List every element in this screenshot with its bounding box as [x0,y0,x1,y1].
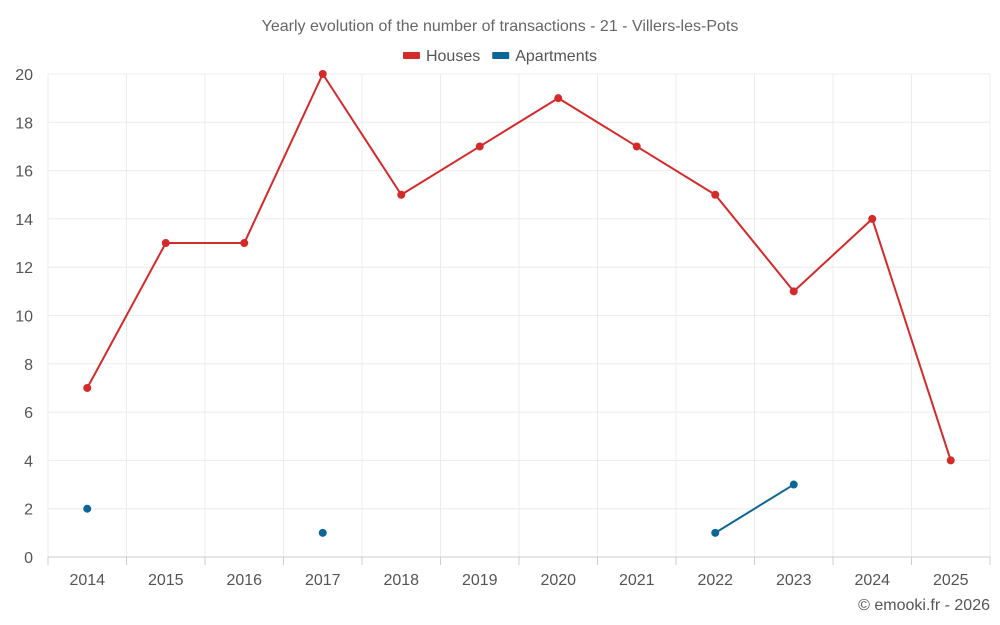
y-tick-label: 16 [15,164,33,181]
x-tick-label: 2014 [69,572,105,589]
x-tick-label: 2020 [540,572,576,589]
houses-point[interactable] [711,190,720,199]
axes: 0 2 4 6 8 10 12 14 16 18 20 2014 2015 2016 2017 2018 201… [15,67,991,589]
credit-text: © emooki.fr - 2026 [858,597,990,614]
series-apartments [83,480,798,537]
x-tick-label: 2024 [854,572,890,589]
y-tick-label: 6 [24,405,33,422]
series-layer [83,70,955,537]
legend-item-apartments[interactable]: Apartments [492,48,597,65]
y-tick-label: 14 [15,212,33,229]
y-tick-label: 0 [24,550,33,567]
legend-swatch [402,52,420,59]
x-tick-label: 2025 [933,572,969,589]
houses-point[interactable] [946,456,955,465]
legend-label: Houses [426,48,480,65]
houses-point[interactable] [475,142,484,151]
x-tick-label: 2015 [148,572,184,589]
y-tick-label: 20 [15,67,33,84]
houses-point[interactable] [83,383,92,392]
legend[interactable]: Houses Apartments [402,48,597,65]
y-tick-label: 10 [15,309,33,326]
houses-point[interactable] [868,214,877,223]
y-tick-label: 4 [24,453,33,470]
series-houses [83,70,955,465]
houses-point[interactable] [397,190,406,199]
houses-point[interactable] [789,287,798,296]
x-tick-label: 2019 [462,572,498,589]
y-tick-label: 12 [15,260,33,277]
grid [47,73,991,557]
legend-item-houses[interactable]: Houses [402,48,480,65]
houses-point[interactable] [554,94,563,103]
y-tick-label: 2 [24,502,33,519]
apartments-point[interactable] [789,480,798,489]
houses-point[interactable] [161,239,170,248]
apartments-point[interactable] [83,504,92,513]
apartments-point[interactable] [318,528,327,537]
apartments-point[interactable] [711,528,720,537]
x-tick-label: 2021 [619,572,655,589]
x-tick-label: 2017 [305,572,341,589]
y-tick-label: 8 [24,357,33,374]
houses-point[interactable] [240,239,249,248]
apartments-line [714,483,795,534]
legend-swatch [492,52,510,59]
x-tick-label: 2016 [226,572,262,589]
houses-point[interactable] [318,70,327,78]
y-tick-label: 18 [15,115,33,132]
x-tick-label: 2022 [697,572,733,589]
x-tick-label: 2018 [383,572,419,589]
legend-label: Apartments [515,48,597,65]
houses-point[interactable] [632,142,641,151]
x-tick-label: 2023 [776,572,812,589]
houses-line [86,73,952,461]
chart-title: Yearly evolution of the number of transa… [262,18,739,35]
